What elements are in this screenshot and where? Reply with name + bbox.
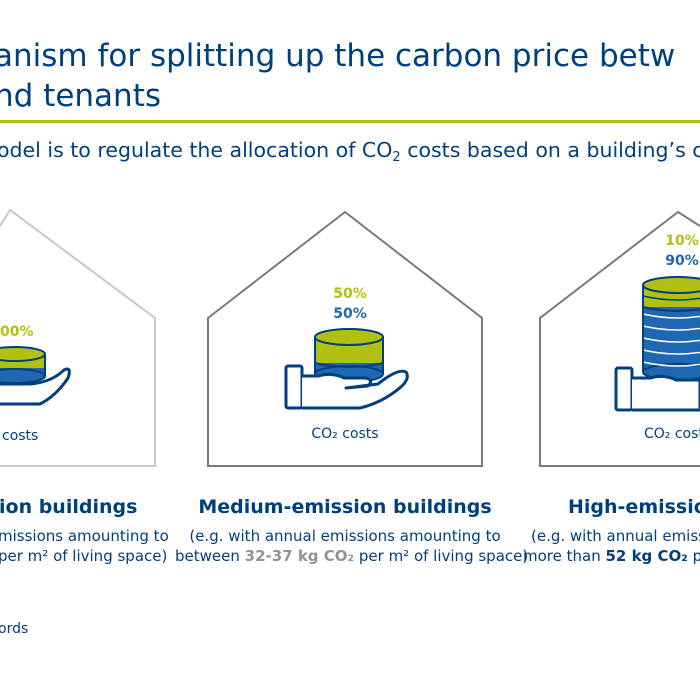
- house-high-emission: 10% 90% CO₂ cost: [539, 210, 700, 467]
- medium-desc-line2-post: per m² of living space): [354, 547, 529, 565]
- low-emission-category-label: ion buildings: [0, 496, 138, 518]
- high-emission-percent-landlord: 10%: [665, 233, 699, 249]
- subtitle-subscript: 2: [392, 150, 401, 165]
- high-emission-percent-tenant: 90%: [665, 253, 699, 269]
- high-emission-description: (e.g. with annual emissi more than 52 kg…: [523, 526, 700, 566]
- house-outline-medium: [207, 210, 483, 467]
- coin-stack-icon: [642, 276, 700, 381]
- title-line-2: nd tenants: [0, 78, 162, 114]
- hand-icon: [614, 366, 700, 412]
- accent-divider: [0, 120, 700, 123]
- house-outline-low: [0, 208, 156, 467]
- subtitle-text-before: odel is to regulate the allocation of CO: [0, 138, 393, 162]
- low-emission-desc-line-2: per m² of living space): [0, 547, 168, 565]
- medium-emission-desc-line-2: between 32-37 kg CO₂ per m² of living sp…: [175, 546, 528, 566]
- medium-emission-description: (e.g. with annual emissions amounting to…: [175, 526, 528, 566]
- medium-emission-costs-label: CO₂ costs: [311, 426, 378, 442]
- medium-emission-desc-line-1: (e.g. with annual emissions amounting to: [189, 527, 501, 545]
- high-desc-line2-post: per: [692, 547, 700, 565]
- high-emission-desc-line-2: more than 52 kg CO₂ per: [523, 546, 700, 566]
- hand-icon: [0, 367, 71, 406]
- medium-emission-percent-landlord: 50%: [333, 286, 367, 302]
- low-emission-costs-label: costs: [2, 428, 38, 444]
- infographic-title: anism for splitting up the carbon price …: [0, 36, 675, 116]
- medium-emission-range: 32-37 kg CO₂: [244, 547, 355, 565]
- medium-desc-line2-pre: between: [175, 547, 245, 565]
- medium-emission-category-label: Medium-emission buildings: [198, 496, 492, 518]
- house-medium-emission: 50% 50% CO₂ costs: [207, 210, 483, 467]
- footnote: ords: [0, 621, 29, 637]
- title-line-1: anism for splitting up the carbon price …: [0, 38, 676, 74]
- house-outline-high: [539, 210, 700, 467]
- medium-emission-percent-tenant: 50%: [333, 306, 367, 322]
- house-low-emission: 00% costs: [0, 208, 156, 467]
- coin-stack-icon: [0, 346, 46, 384]
- subtitle-text-after: costs based on a building’s ca: [400, 138, 700, 162]
- high-emission-threshold: 52 kg CO₂: [605, 547, 688, 565]
- subtitle: odel is to regulate the allocation of CO…: [0, 136, 700, 172]
- high-emission-costs-label: CO₂ cost: [644, 426, 700, 442]
- high-emission-desc-line-1: (e.g. with annual emissi: [531, 527, 700, 545]
- low-emission-percent: 00%: [0, 324, 34, 340]
- high-desc-line2-pre: more than: [523, 547, 606, 565]
- low-emission-desc-line-1: missions amounting to: [0, 527, 169, 545]
- high-emission-category-label: High-emission: [568, 496, 700, 518]
- low-emission-description: missions amounting to per m² of living s…: [0, 526, 169, 566]
- hand-icon: [284, 364, 409, 410]
